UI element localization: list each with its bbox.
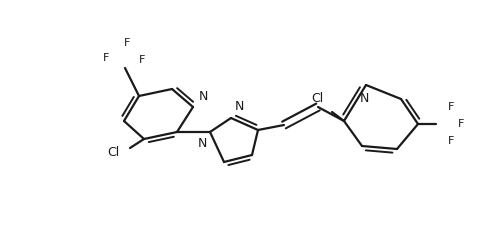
Text: N: N xyxy=(235,100,245,113)
Text: F: F xyxy=(103,53,109,63)
Text: Cl: Cl xyxy=(107,146,119,160)
Text: Cl: Cl xyxy=(311,92,323,105)
Text: F: F xyxy=(124,38,130,48)
Text: F: F xyxy=(139,55,145,65)
Text: F: F xyxy=(448,136,454,146)
Text: N: N xyxy=(199,90,208,103)
Text: F: F xyxy=(458,119,464,129)
Text: N: N xyxy=(197,137,207,150)
Text: F: F xyxy=(448,102,454,112)
Text: N: N xyxy=(359,92,369,105)
